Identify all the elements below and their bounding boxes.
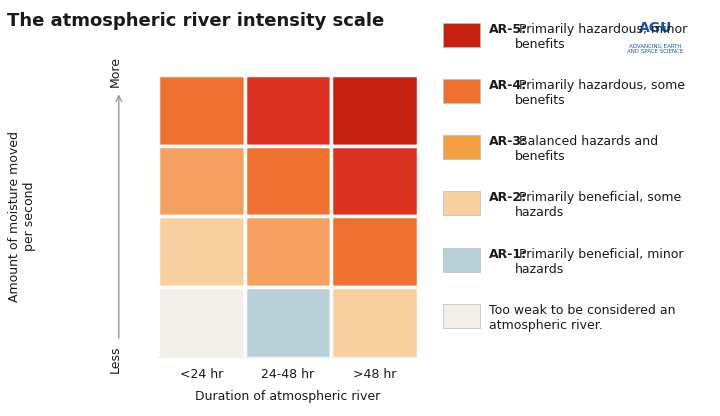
Text: AGU: AGU: [639, 21, 672, 35]
X-axis label: Duration of atmospheric river: Duration of atmospheric river: [195, 389, 381, 403]
Bar: [158, 216, 245, 287]
Text: Too weak to be considered an
atmospheric river.: Too weak to be considered an atmospheric…: [489, 304, 675, 332]
Bar: [443, 304, 480, 328]
Bar: [245, 216, 331, 287]
Bar: [331, 287, 418, 358]
Bar: [245, 287, 331, 358]
Text: Balanced hazards and
benefits: Balanced hazards and benefits: [515, 135, 658, 163]
Text: More: More: [109, 56, 122, 87]
Bar: [158, 287, 245, 358]
Bar: [443, 135, 480, 159]
Text: Primarily hazardous, some
benefits: Primarily hazardous, some benefits: [515, 79, 685, 107]
Text: Primarily beneficial, some
hazards: Primarily beneficial, some hazards: [515, 191, 681, 219]
Bar: [158, 146, 245, 216]
Text: AR-3:: AR-3:: [489, 135, 527, 148]
Text: ADVANCING EARTH
AND SPACE SCIENCE: ADVANCING EARTH AND SPACE SCIENCE: [627, 44, 683, 54]
Bar: [443, 79, 480, 103]
Text: AR-5:: AR-5:: [489, 23, 527, 36]
Text: AR-4:: AR-4:: [489, 79, 527, 92]
Bar: [331, 216, 418, 287]
Text: AR-2:: AR-2:: [489, 191, 527, 204]
Bar: [443, 248, 480, 272]
Text: The atmospheric river intensity scale: The atmospheric river intensity scale: [7, 12, 384, 30]
Text: Amount of moisture moved
per second: Amount of moisture moved per second: [8, 131, 35, 302]
Bar: [158, 75, 245, 146]
Bar: [331, 146, 418, 216]
Bar: [245, 146, 331, 216]
Text: Less: Less: [109, 345, 122, 373]
Bar: [245, 75, 331, 146]
Text: AR-1:: AR-1:: [489, 248, 527, 260]
Text: Primarily beneficial, minor
hazards: Primarily beneficial, minor hazards: [515, 248, 683, 275]
Bar: [443, 23, 480, 47]
Bar: [331, 75, 418, 146]
Text: Primarily hazardous, minor
benefits: Primarily hazardous, minor benefits: [515, 23, 687, 51]
Bar: [443, 191, 480, 215]
